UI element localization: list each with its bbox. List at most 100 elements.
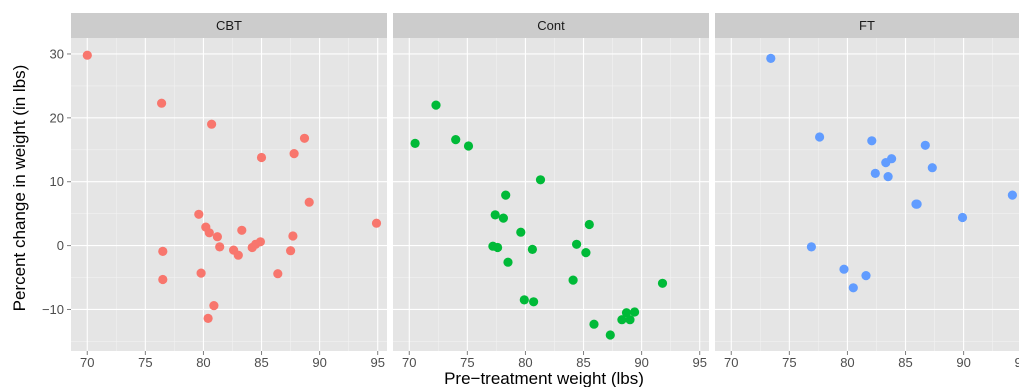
data-point-cbt	[209, 301, 219, 311]
x-tick-label: 75	[460, 355, 474, 370]
data-point-cont	[451, 135, 461, 145]
facet-strip-label: FT	[859, 18, 875, 33]
data-point-ft	[957, 212, 968, 223]
x-tick-label: 70	[80, 355, 94, 370]
data-point-cbt	[237, 225, 247, 235]
data-point-cont	[529, 297, 539, 307]
data-point-cbt	[256, 152, 267, 163]
data-point-cbt	[203, 313, 213, 323]
x-tick-label: 90	[634, 355, 648, 370]
data-point-cbt	[204, 228, 214, 238]
data-point-ft	[887, 154, 897, 164]
data-point-ft	[766, 53, 776, 64]
data-point-cont	[527, 244, 538, 254]
facet-strip	[715, 13, 1019, 38]
data-point-cbt	[233, 250, 243, 260]
x-tick-label: 80	[840, 355, 854, 370]
data-point-ft	[806, 242, 817, 252]
data-point-ft	[848, 283, 858, 293]
x-tick-label: 85	[898, 355, 912, 370]
data-point-cont	[501, 190, 511, 200]
x-axis-title: Pre−treatment weight (lbs)	[444, 369, 644, 387]
data-point-cbt	[288, 231, 298, 241]
data-point-cont	[568, 275, 578, 285]
data-point-cont	[625, 315, 635, 325]
data-point-cbt	[299, 133, 310, 143]
y-axis-title: Percent change in weight (in lbs)	[10, 65, 29, 312]
data-point-cbt	[194, 209, 204, 219]
x-tick-label: 95	[1014, 355, 1019, 370]
facet-panel-ft: FT	[715, 13, 1019, 351]
data-point-cont	[463, 141, 474, 151]
data-point-ft	[920, 140, 930, 150]
facet-panel-cbt: CBT	[71, 13, 387, 351]
data-point-ft	[883, 172, 893, 182]
data-point-cont	[589, 319, 599, 329]
panel-background	[71, 38, 387, 351]
data-point-cont	[535, 175, 546, 185]
data-point-ft	[927, 163, 937, 173]
data-point-cont	[581, 248, 591, 258]
data-point-cont	[621, 308, 632, 318]
data-point-cont	[617, 315, 627, 325]
data-point-cbt	[371, 218, 382, 228]
facet-strip	[393, 13, 709, 38]
data-point-cbt	[196, 268, 206, 278]
x-tick-label: 70	[724, 355, 738, 370]
data-point-cbt	[273, 269, 283, 279]
data-point-cont	[584, 219, 594, 230]
x-tick-label: 75	[782, 355, 796, 370]
data-point-cbt	[215, 242, 225, 252]
data-point-cbt	[207, 119, 217, 129]
x-tick-label: 85	[254, 355, 268, 370]
data-point-cbt	[158, 246, 168, 256]
x-tick-label: 95	[692, 355, 706, 370]
x-tick-label: 70	[402, 355, 416, 370]
data-point-cont	[630, 307, 640, 317]
y-tick-label: 30	[50, 46, 64, 61]
x-tick-label: 80	[196, 355, 210, 370]
data-point-cont	[431, 100, 441, 110]
axis-ticks: 70 75 80 85 90 95 70 75 80 85 90 95 70 75 80 85 90 95 −10 0…	[42, 46, 1019, 370]
data-point-ft	[1007, 190, 1018, 200]
x-tick-label: 90	[956, 355, 970, 370]
data-point-cbt	[212, 232, 222, 242]
x-tick-label: 85	[576, 355, 590, 370]
facet-panels: CBT Cont FT	[71, 13, 1019, 351]
x-tick-label: 75	[138, 355, 152, 370]
x-tick-label: 95	[370, 355, 384, 370]
facet-strip	[71, 13, 387, 38]
data-point-cont	[516, 227, 526, 237]
data-point-cbt	[286, 246, 296, 256]
y-tick-label: 0	[57, 238, 64, 253]
data-point-cbt	[304, 197, 314, 207]
facet-strip-label: CBT	[216, 18, 242, 33]
data-point-cont	[498, 213, 508, 223]
data-point-cont	[605, 330, 615, 340]
y-tick-label: −10	[42, 302, 64, 317]
facet-strip-label: Cont	[537, 18, 565, 33]
data-point-ft	[861, 271, 871, 281]
data-point-cbt	[255, 237, 265, 247]
data-point-cont	[493, 242, 503, 253]
data-point-ft	[912, 199, 922, 209]
x-tick-label: 80	[518, 355, 532, 370]
data-point-ft	[815, 132, 825, 142]
data-point-cbt	[289, 149, 299, 159]
panel-background	[715, 38, 1019, 351]
x-tick-label: 90	[312, 355, 326, 370]
data-point-cont	[519, 295, 529, 305]
data-point-cbt	[157, 98, 167, 108]
data-point-ft	[839, 264, 849, 274]
data-point-cont	[490, 210, 500, 220]
data-point-ft	[870, 168, 880, 178]
data-point-cont	[503, 257, 513, 267]
panel-background	[393, 38, 709, 351]
facet-panel-cont: Cont	[393, 13, 709, 351]
data-point-cont	[657, 278, 668, 288]
data-point-cbt	[82, 50, 92, 60]
data-point-ft	[867, 136, 877, 146]
y-tick-label: 10	[50, 174, 64, 189]
data-point-cont	[572, 239, 582, 249]
